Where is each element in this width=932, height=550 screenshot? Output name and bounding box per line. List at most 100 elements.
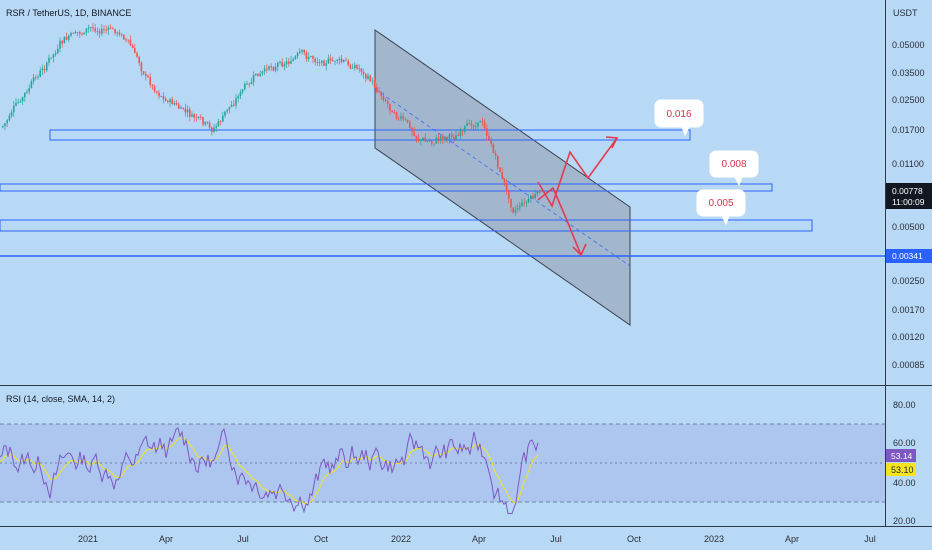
candle-body	[178, 104, 180, 109]
candle-body	[30, 81, 33, 89]
time-tick: Jul	[864, 534, 876, 544]
candle-body	[505, 182, 508, 192]
candle-body	[444, 136, 446, 141]
candle-body	[486, 128, 488, 136]
candle-body	[244, 83, 246, 90]
bullish-scenario-arrow[interactable]	[537, 137, 618, 208]
rsi-scale[interactable]: 80.00 60.00 40.00 20.00	[893, 400, 916, 526]
price-tick: 0.03500	[892, 68, 925, 78]
candle-body	[171, 99, 173, 105]
resistance-zone-upper[interactable]	[49, 129, 691, 141]
time-tick: Apr	[159, 534, 173, 544]
callout-target-2[interactable]: 0.008	[709, 150, 759, 187]
candle-body	[512, 207, 514, 213]
price-tick: 0.00500	[892, 222, 925, 232]
price-tick: 0.01100	[892, 159, 924, 169]
candle-body	[393, 112, 396, 114]
candle-body	[472, 125, 475, 127]
candle-body	[362, 71, 365, 74]
candle-body	[32, 77, 35, 82]
candle-body	[395, 112, 398, 119]
price-scale[interactable]: 0.05000 0.03500 0.02500 0.01700 0.01100 …	[892, 40, 925, 370]
candle-body	[103, 28, 105, 30]
candle-body	[329, 58, 332, 61]
candle-body	[464, 126, 466, 132]
candle-body	[351, 67, 354, 69]
callout-target-1[interactable]: 0.016	[654, 99, 704, 137]
candle-body	[422, 137, 424, 140]
candle-body	[426, 140, 429, 142]
candle-body	[140, 62, 143, 72]
candle-body	[340, 58, 343, 62]
candle-body	[239, 92, 242, 97]
candle-body	[424, 137, 426, 142]
candle-body	[281, 61, 283, 67]
price-tick: 0.00085	[892, 360, 925, 370]
candle-body	[334, 60, 336, 62]
candle-body	[400, 116, 402, 119]
candle-body	[127, 39, 129, 41]
candle-body	[321, 60, 323, 63]
callout-target-2-label: 0.008	[721, 159, 746, 170]
candle-body	[508, 191, 510, 199]
bearish-arrowhead	[572, 243, 587, 257]
candle-body	[446, 136, 448, 140]
candle-body	[277, 62, 279, 67]
resistance-zone-middle[interactable]	[0, 183, 773, 192]
candle-body	[235, 98, 237, 106]
candle-body	[145, 74, 147, 76]
candle-body	[164, 98, 167, 102]
candle-body	[345, 60, 347, 61]
time-tick: 2021	[78, 534, 98, 544]
price-tick: 0.01700	[892, 125, 925, 135]
candle-body	[17, 101, 19, 103]
candle-body	[402, 116, 404, 120]
candle-body	[129, 39, 132, 46]
candle-body	[94, 28, 96, 32]
price-tick: 0.02500	[892, 95, 925, 105]
bearish-scenario-arrow[interactable]	[537, 186, 582, 256]
candle-body	[477, 122, 479, 127]
candle-body	[530, 195, 532, 199]
candle-body	[501, 171, 503, 179]
candle-body	[369, 75, 371, 82]
candle-body	[105, 29, 107, 31]
rsi-tick: 20.00	[893, 516, 916, 526]
candle-body	[230, 104, 233, 107]
candle-body	[101, 28, 103, 34]
candle-body	[123, 34, 125, 40]
candle-body	[305, 52, 308, 60]
candle-body	[43, 68, 46, 71]
candle-body	[215, 125, 217, 128]
candle-body	[483, 122, 486, 129]
candle-body	[409, 122, 411, 129]
callout-target-3-label: 0.005	[708, 198, 733, 209]
candle-body	[437, 137, 440, 140]
rsi-tick: 80.00	[893, 400, 916, 410]
candle-body	[246, 83, 248, 85]
candle-body	[261, 71, 264, 74]
candle-body	[448, 134, 451, 140]
candle-body	[380, 91, 382, 97]
price-tick: 0.05000	[892, 40, 925, 50]
candle-body	[211, 127, 213, 132]
candle-body	[186, 109, 189, 113]
rsi-label[interactable]: RSI (14, close, SMA, 14, 2)	[6, 394, 115, 404]
candle-body	[219, 121, 222, 122]
candle-body	[433, 143, 435, 145]
candle-body	[294, 56, 297, 60]
candle-body	[136, 53, 138, 57]
candle-body	[347, 60, 349, 65]
candle-body	[191, 114, 193, 117]
candle-body	[450, 134, 453, 137]
candle-body	[413, 131, 415, 136]
candle-body	[248, 83, 250, 85]
time-axis[interactable]: 2021 Apr Jul Oct 2022 Apr Jul Oct 2023 A…	[78, 534, 876, 544]
callout-target-3[interactable]: 0.005	[696, 189, 746, 226]
candle-body	[428, 140, 431, 142]
symbol-title[interactable]: RSR / TetherUS, 1D, BINANCE	[6, 8, 131, 18]
candle-body	[516, 207, 519, 210]
candle-body	[296, 52, 299, 57]
support-zone[interactable]	[0, 219, 813, 232]
